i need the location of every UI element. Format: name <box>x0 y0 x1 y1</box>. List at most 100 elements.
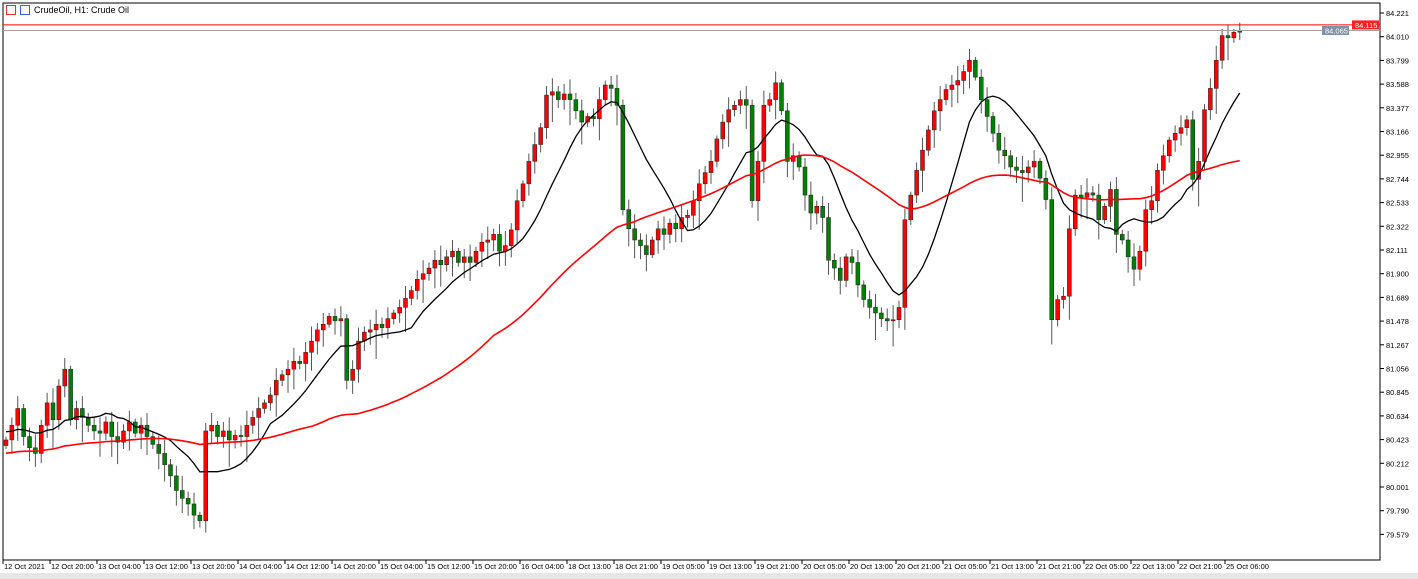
candle <box>556 86 561 109</box>
candle-body <box>221 430 226 437</box>
y-tick-label: 80.423 <box>1386 436 1409 445</box>
candle-body <box>626 209 631 230</box>
candle <box>1184 115 1190 136</box>
candle-body <box>855 262 861 286</box>
candle <box>779 79 784 116</box>
candle-body <box>937 99 943 112</box>
candle-body <box>338 318 344 322</box>
candle-body <box>890 319 896 322</box>
candle <box>397 299 402 323</box>
candle-body <box>415 279 420 291</box>
candle <box>426 262 432 281</box>
y-tick-label: 79.579 <box>1386 530 1409 539</box>
candle <box>321 313 326 347</box>
candle-body <box>785 110 790 162</box>
candle-body <box>238 435 244 437</box>
candle <box>244 410 250 463</box>
candle-body <box>168 464 173 477</box>
candle <box>650 236 655 258</box>
y-tick-label: 81.900 <box>1386 270 1409 279</box>
candle <box>1149 186 1154 225</box>
candle <box>1125 231 1131 273</box>
candle-body <box>403 298 408 308</box>
candle-body <box>667 222 673 235</box>
candle-body <box>138 425 144 434</box>
candle-body <box>843 256 849 281</box>
candle-body <box>655 228 661 241</box>
scrollbar[interactable] <box>0 573 1418 579</box>
x-tick-label: 13 Oct 12:00 <box>145 562 188 571</box>
candle <box>1049 187 1054 345</box>
price-lines <box>3 24 1380 32</box>
candle-body <box>450 250 455 258</box>
candle-body <box>1049 199 1054 321</box>
candle-body <box>1026 166 1031 173</box>
candle <box>514 189 520 244</box>
candle <box>1020 155 1025 202</box>
candle <box>115 421 120 465</box>
candle <box>914 162 919 203</box>
candle <box>1014 156 1019 183</box>
symbol-icon[interactable] <box>20 5 30 15</box>
candle <box>855 250 861 298</box>
candle-body <box>244 425 250 437</box>
candle <box>203 423 208 533</box>
candle <box>485 226 490 260</box>
candle-body <box>256 408 261 418</box>
candle <box>444 250 449 272</box>
candle-body <box>1020 170 1025 173</box>
candle-body <box>1161 155 1166 171</box>
candle-body <box>115 436 120 443</box>
candle <box>550 78 555 123</box>
candle-body <box>197 514 203 522</box>
candle <box>109 411 114 457</box>
candle <box>802 158 808 211</box>
candle <box>720 114 725 149</box>
candle <box>415 270 420 300</box>
x-tick-label: 21 Oct 13:00 <box>991 562 1034 571</box>
candle-body <box>3 439 9 446</box>
candle <box>902 208 908 330</box>
candle <box>409 286 414 306</box>
candle <box>1002 136 1007 170</box>
candle <box>1067 215 1072 320</box>
y-tick-label: 83.377 <box>1386 104 1409 113</box>
x-tick-label: 15 Oct 12:00 <box>427 562 470 571</box>
y-tick-label: 83.799 <box>1386 56 1409 65</box>
candle <box>520 180 526 208</box>
candle <box>614 74 620 126</box>
candle-body <box>832 259 837 269</box>
candle-body <box>156 444 161 454</box>
candle-body <box>556 91 561 100</box>
candle <box>544 86 549 139</box>
candle-body <box>796 155 802 168</box>
candle-body <box>432 259 438 269</box>
candle-body <box>150 436 156 445</box>
candle-body <box>914 170 919 196</box>
candle <box>973 56 978 81</box>
x-tick-label: 15 Oct 20:00 <box>474 562 517 571</box>
candle-body <box>497 234 502 252</box>
candle-body <box>773 82 778 100</box>
chart-list-icon[interactable] <box>6 5 16 15</box>
candle-body <box>732 104 737 110</box>
candle-body <box>826 217 831 261</box>
candle <box>150 432 156 449</box>
x-tick-label: 20 Oct 21:00 <box>897 562 940 571</box>
x-tick-label: 20 Oct 13:00 <box>850 562 893 571</box>
candle-body <box>144 425 150 437</box>
candle-body <box>1043 177 1049 200</box>
x-tick-label: 22 Oct 05:00 <box>1085 562 1128 571</box>
candle-body <box>885 318 890 322</box>
candle-body <box>620 104 626 210</box>
candle <box>97 417 103 457</box>
x-tick-label: 13 Oct 20:00 <box>192 562 235 571</box>
candle-body <box>326 316 332 325</box>
candle-body <box>368 329 373 333</box>
candle-body <box>209 425 214 432</box>
candle-body <box>174 475 179 491</box>
candle <box>1008 150 1013 177</box>
candle <box>667 218 673 244</box>
candle <box>761 90 767 184</box>
